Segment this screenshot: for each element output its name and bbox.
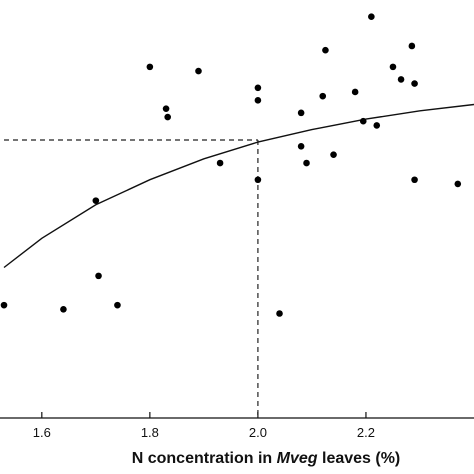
data-point [297, 109, 305, 117]
data-point [322, 46, 329, 54]
x-axis-title-italic: Mveg [277, 450, 318, 467]
x-axis-title-part-1: N concentration in [132, 450, 277, 467]
x-axis-ticks: 1.6 1.8 2.0 2.2 [33, 412, 375, 440]
data-point [319, 92, 327, 100]
data-point [411, 176, 418, 184]
data-point [297, 143, 305, 150]
data-point [254, 97, 262, 104]
data-point [146, 63, 154, 71]
data-point [411, 80, 418, 87]
reference-lines [4, 139, 259, 418]
data-point [373, 122, 381, 129]
fit-curve [3, 103, 474, 269]
data-point [164, 113, 171, 121]
data-point [330, 151, 337, 158]
x-tick-label: 1.6 [33, 425, 51, 440]
data-point [276, 310, 283, 317]
x-axis-title: N concentration in Mveg leaves (%) [132, 450, 401, 467]
data-point [397, 76, 405, 83]
data-point [454, 180, 462, 188]
data-point [351, 88, 359, 96]
data-point [216, 159, 224, 167]
data-points [0, 13, 462, 317]
data-point [389, 63, 397, 71]
data-point [254, 176, 262, 184]
x-tick-label: 1.8 [141, 425, 159, 440]
data-point [92, 197, 100, 204]
data-point [195, 67, 202, 75]
data-point [162, 105, 170, 112]
x-tick-label: 2.2 [357, 425, 375, 440]
x-tick-label: 2.0 [249, 425, 267, 440]
data-point [359, 117, 367, 125]
data-point [0, 301, 8, 309]
data-point [114, 301, 121, 309]
data-point [408, 42, 416, 50]
data-point [60, 306, 67, 313]
data-point [368, 13, 375, 21]
data-point [95, 272, 102, 280]
x-axis-title-part-3: leaves (%) [318, 450, 401, 467]
data-point [303, 159, 310, 167]
data-point [254, 84, 262, 92]
